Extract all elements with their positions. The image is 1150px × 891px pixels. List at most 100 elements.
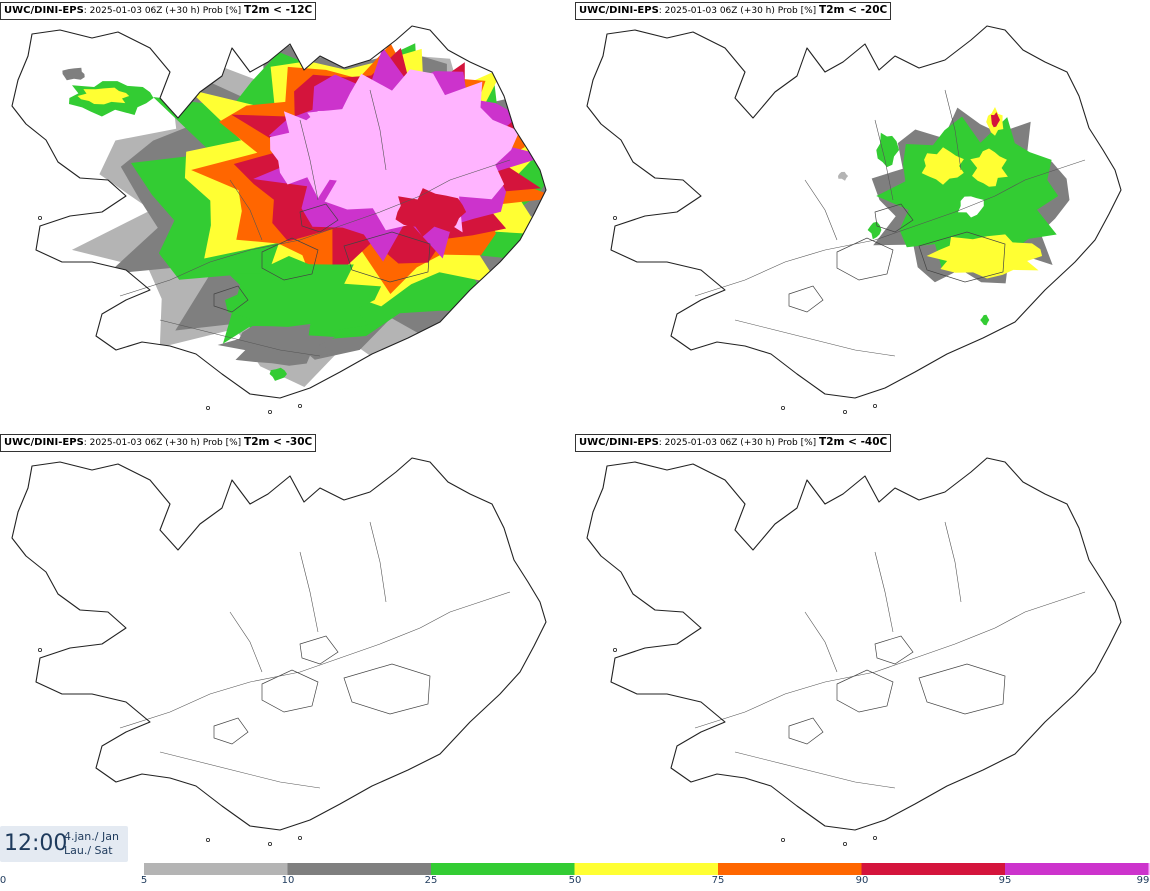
islet bbox=[297, 403, 302, 408]
glacier-contour bbox=[261, 237, 319, 281]
islet bbox=[780, 405, 785, 410]
legend-swatch bbox=[861, 863, 1006, 875]
interior-line bbox=[944, 521, 962, 603]
prob-shade-10 bbox=[217, 324, 341, 366]
interior-line bbox=[419, 159, 511, 197]
glacier-contour bbox=[343, 231, 431, 283]
islet bbox=[267, 409, 272, 414]
islet bbox=[38, 215, 43, 220]
glacier-contour bbox=[918, 231, 1006, 283]
prob-shade-25 bbox=[876, 116, 1059, 273]
iceland-map bbox=[586, 25, 1122, 414]
interior-line bbox=[119, 249, 251, 297]
legend-tick-label: 90 bbox=[855, 875, 869, 886]
interior-line bbox=[369, 521, 387, 603]
map-panel-t2m-minus-20: UWC/DINI-EPS: 2025-01-03 06Z (+30 h) Pro… bbox=[575, 0, 1150, 430]
prob-shade-5 bbox=[838, 171, 849, 181]
valid-time-clock: 12:00 bbox=[4, 831, 68, 856]
glacier-contour bbox=[299, 203, 339, 233]
interior-line bbox=[249, 195, 421, 251]
legend-swatch bbox=[1005, 863, 1149, 875]
islet bbox=[205, 405, 210, 410]
islet bbox=[297, 835, 302, 840]
prob-shade-25 bbox=[269, 367, 287, 381]
islet bbox=[267, 841, 272, 846]
islet bbox=[842, 841, 847, 846]
legend-tick-label: 99 bbox=[1136, 875, 1150, 886]
interior-line bbox=[994, 591, 1086, 629]
legend-tick-label: 10 bbox=[281, 875, 295, 886]
islet bbox=[872, 403, 877, 408]
legend-swatch bbox=[144, 863, 288, 875]
coastline bbox=[586, 457, 1122, 831]
glacier-contour bbox=[836, 237, 894, 281]
prob-shade-25 bbox=[225, 256, 382, 348]
prob-shade-99 bbox=[297, 69, 520, 233]
interior-line bbox=[824, 195, 996, 251]
islet bbox=[613, 215, 618, 220]
legend-tick-label: 75 bbox=[711, 875, 725, 886]
legend-tick-label: 0 bbox=[0, 875, 7, 886]
legend-tick-label: 50 bbox=[568, 875, 582, 886]
prob-shade-10 bbox=[62, 67, 85, 81]
valid-time-box: 12:00 4.jan./ Jan Lau./ Sat bbox=[0, 826, 128, 862]
legend-tick-label: 25 bbox=[424, 875, 438, 886]
interior-line bbox=[249, 627, 421, 683]
valid-date-line2: Lau./ Sat bbox=[64, 844, 113, 857]
legend-tick-label: 5 bbox=[140, 875, 148, 886]
prob-shade-25 bbox=[867, 221, 882, 240]
prob-gap bbox=[958, 196, 984, 218]
legend-swatch bbox=[574, 863, 719, 875]
glacier-contour bbox=[343, 663, 431, 715]
interior-line bbox=[419, 591, 511, 629]
valid-date: 4.jan./ Jan Lau./ Sat bbox=[64, 830, 119, 858]
interior-line bbox=[994, 159, 1086, 197]
islet bbox=[842, 409, 847, 414]
legend-swatch bbox=[431, 863, 575, 875]
prob-shade-99 bbox=[270, 110, 369, 199]
interior-line bbox=[119, 681, 251, 729]
glacier-contour bbox=[874, 203, 914, 233]
interior-line bbox=[299, 551, 319, 633]
iceland-map bbox=[11, 25, 547, 414]
map-panel-t2m-minus-12: UWC/DINI-EPS: 2025-01-03 06Z (+30 h) Pro… bbox=[0, 0, 575, 430]
coastline bbox=[11, 25, 547, 399]
prob-shade-50 bbox=[77, 87, 130, 105]
prob-shade-50 bbox=[921, 147, 964, 185]
interior-line bbox=[804, 611, 838, 673]
map-panel-t2m-minus-30: UWC/DINI-EPS: 2025-01-03 06Z (+30 h) Pro… bbox=[0, 432, 575, 862]
islet bbox=[613, 647, 618, 652]
prob-shade-90 bbox=[395, 188, 467, 237]
islet bbox=[872, 835, 877, 840]
glacier-contour bbox=[788, 285, 824, 313]
prob-shade-90 bbox=[991, 112, 1000, 128]
legend-swatch bbox=[1148, 863, 1150, 875]
glacier-contour bbox=[261, 669, 319, 713]
glacier-contour bbox=[213, 717, 249, 745]
coastline bbox=[11, 457, 547, 831]
interior-line bbox=[299, 119, 319, 201]
islet bbox=[780, 837, 785, 842]
interior-line bbox=[874, 119, 894, 201]
legend-swatch bbox=[287, 863, 432, 875]
interior-line bbox=[734, 751, 896, 789]
probability-field bbox=[62, 26, 546, 387]
glacier-contour bbox=[213, 285, 249, 313]
glacier-contour bbox=[874, 635, 914, 665]
legend-swatch bbox=[718, 863, 862, 875]
prob-shade-50 bbox=[926, 234, 1043, 279]
islet bbox=[38, 647, 43, 652]
glacier-contour bbox=[788, 717, 824, 745]
map-panel-t2m-minus-40: UWC/DINI-EPS: 2025-01-03 06Z (+30 h) Pro… bbox=[575, 432, 1150, 862]
glacier-contour bbox=[836, 669, 894, 713]
prob-shade-25 bbox=[980, 314, 990, 326]
interior-line bbox=[824, 627, 996, 683]
interior-line bbox=[229, 179, 263, 241]
interior-line bbox=[694, 681, 826, 729]
prob-shade-50 bbox=[970, 148, 1008, 187]
interior-line bbox=[159, 751, 321, 789]
interior-line bbox=[874, 551, 894, 633]
interior-line bbox=[734, 319, 896, 357]
islet bbox=[205, 837, 210, 842]
interior-line bbox=[944, 89, 962, 171]
